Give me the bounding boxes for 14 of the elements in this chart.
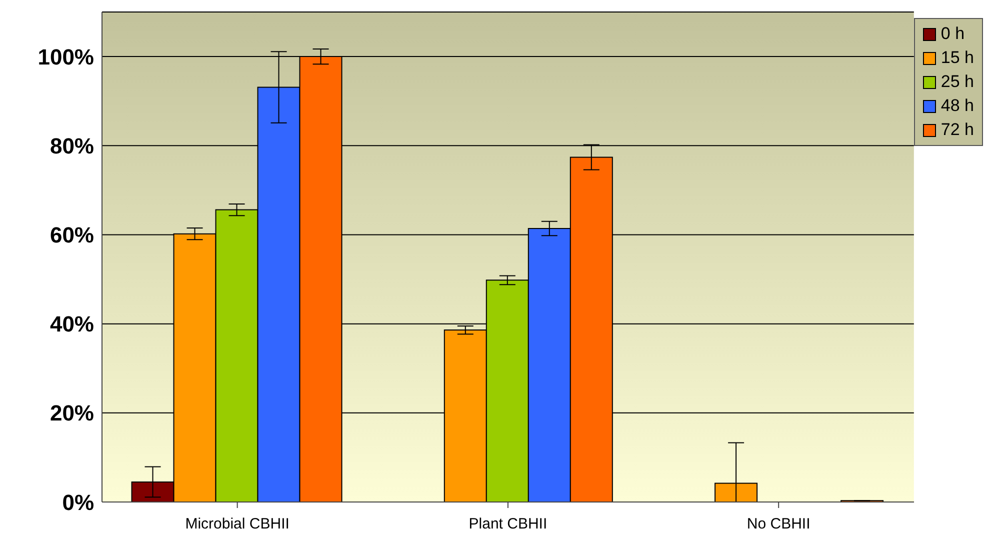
legend-label: 0 h xyxy=(940,24,965,44)
legend-label: 48 h xyxy=(940,96,974,116)
legend-label: 72 h xyxy=(940,120,974,140)
legend-label: 25 h xyxy=(940,72,974,92)
y-tick-label: 0% xyxy=(62,490,94,515)
x-tick-label: No CBHII xyxy=(746,516,810,533)
y-tick-label: 40% xyxy=(50,312,94,337)
y-tick-label: 60% xyxy=(50,222,94,248)
x-tick-label: Microbial CBHII xyxy=(185,516,290,533)
legend-label: 15 h xyxy=(940,48,974,68)
y-tick-label: 80% xyxy=(50,133,94,158)
y-tick-label: 100% xyxy=(38,44,94,70)
x-tick-label: Plant CBHII xyxy=(468,516,548,533)
y-tick-label: 20% xyxy=(50,400,94,426)
